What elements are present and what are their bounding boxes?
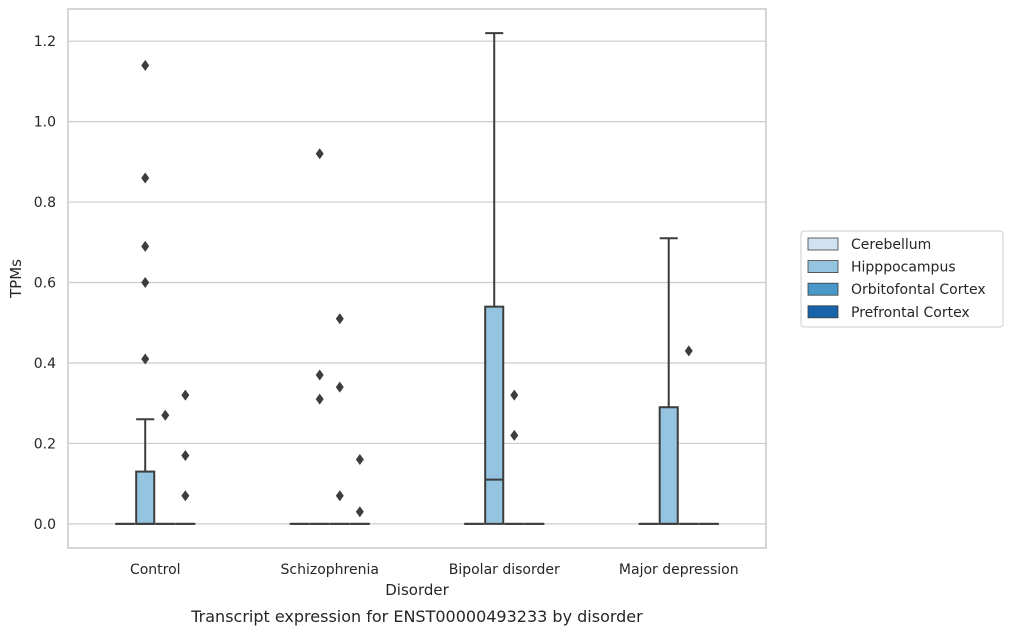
- outlier-point: [141, 240, 150, 252]
- y-tick-label: 0.6: [34, 276, 56, 292]
- box-1-1: [309, 148, 330, 525]
- outlier-point: [315, 369, 324, 381]
- box-1-2: [484, 32, 505, 525]
- chart-caption: Transcript expression for ENST0000049323…: [190, 607, 643, 626]
- box-iqr: [484, 305, 505, 525]
- y-tick-label: 0.0: [34, 517, 56, 533]
- box-3-1: [349, 454, 370, 525]
- box-3-0: [175, 389, 196, 525]
- legend-swatch: [807, 305, 839, 319]
- outlier-point: [335, 381, 344, 393]
- legend-swatch: [807, 260, 839, 274]
- box-2-0: [155, 409, 176, 525]
- outlier-point: [161, 409, 170, 421]
- y-tick-label: 0.8: [34, 195, 56, 211]
- outlier-point: [141, 59, 150, 71]
- y-axis-title: TPMs: [7, 259, 25, 299]
- x-tick-label: Control: [130, 562, 181, 578]
- outlier-point: [510, 429, 519, 441]
- box-1-0: [135, 59, 156, 525]
- legend-items: Cerebellum Hipppocampus Orbitofontal Corte…: [807, 237, 986, 321]
- y-tick-label: 0.4: [34, 356, 56, 372]
- outlier-point: [141, 353, 150, 365]
- plot-area-frame: [67, 8, 767, 549]
- outlier-point: [141, 277, 150, 289]
- legend-swatch: [807, 237, 839, 251]
- outlier-point: [181, 389, 190, 401]
- grid-lines: [68, 40, 766, 525]
- outlier-point: [510, 389, 519, 401]
- box-iqr: [658, 406, 679, 525]
- y-tick-label: 1.2: [34, 34, 56, 50]
- outlier-point: [355, 454, 364, 466]
- legend-frame: [800, 230, 1004, 328]
- legend-label: Prefrontal Cortex: [851, 305, 970, 321]
- outlier-point: [141, 172, 150, 184]
- outlier-point: [684, 345, 693, 357]
- x-tick-label: Schizophrenia: [281, 562, 379, 578]
- outlier-point: [315, 148, 324, 160]
- y-tick-label: 1.0: [34, 115, 56, 131]
- x-tick-labels: Control Schizophrenia Bipolar disorder Majo…: [130, 562, 739, 578]
- box-iqr: [135, 470, 156, 525]
- legend-label: Hipppocampus: [851, 260, 956, 276]
- box-2-2: [504, 389, 525, 525]
- box-series: [115, 32, 719, 525]
- box-1-3: [658, 237, 679, 525]
- outlier-point: [181, 490, 190, 502]
- legend-swatch: [807, 282, 839, 296]
- x-tick-label: Bipolar disorder: [449, 562, 560, 578]
- outlier-point: [181, 449, 190, 461]
- legend-label: Orbitofontal Cortex: [851, 282, 986, 298]
- legend-label: Cerebellum: [851, 237, 931, 253]
- outlier-point: [355, 506, 364, 518]
- outlier-point: [315, 393, 324, 405]
- y-tick-labels: 0.0 0.2 0.4 0.6 0.8 1.0 1.2: [34, 34, 56, 533]
- y-tick-label: 0.2: [34, 436, 56, 452]
- x-tick-label: Major depression: [619, 562, 739, 578]
- outlier-point: [335, 490, 344, 502]
- legend: Cerebellum Hipppocampus Orbitofontal Corte…: [800, 230, 1004, 328]
- box-2-1: [329, 313, 350, 525]
- box-2-3: [678, 345, 699, 525]
- x-axis-title: Disorder: [385, 581, 449, 599]
- outlier-point: [335, 313, 344, 325]
